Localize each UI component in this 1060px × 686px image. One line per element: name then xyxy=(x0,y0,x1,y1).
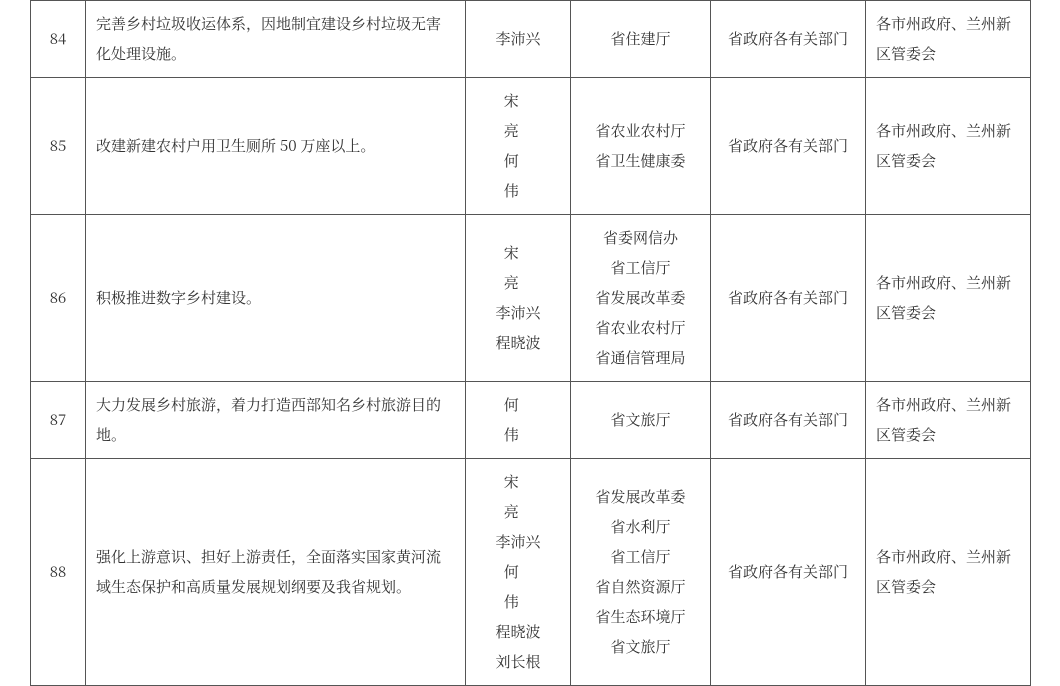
dept-line: 省农业农村厅 xyxy=(581,313,700,343)
local-gov: 各市州政府、兰州新区管委会 xyxy=(866,382,1031,459)
related-dept: 省政府各有关部门 xyxy=(711,215,866,382)
dept-line: 省工信厅 xyxy=(581,253,700,283)
task-text: 强化上游意识、担好上游责任，全面落实国家黄河流域生态保护和高质量发展规划纲要及我… xyxy=(86,459,466,686)
names-cell: 宋 亮李沛兴程晓波 xyxy=(466,215,571,382)
dept-line: 省文旅厅 xyxy=(581,632,700,662)
depts-cell: 省文旅厅 xyxy=(571,382,711,459)
person-name: 宋 亮 xyxy=(476,86,560,146)
person-name: 宋 亮 xyxy=(476,238,560,298)
table-row: 88强化上游意识、担好上游责任，全面落实国家黄河流域生态保护和高质量发展规划纲要… xyxy=(31,459,1031,686)
person-name: 程晓波 xyxy=(476,328,560,358)
table-row: 84完善乡村垃圾收运体系，因地制宜建设乡村垃圾无害化处理设施。李沛兴省住建厅省政… xyxy=(31,1,1031,78)
related-dept: 省政府各有关部门 xyxy=(711,1,866,78)
local-gov: 各市州政府、兰州新区管委会 xyxy=(866,78,1031,215)
dept-line: 省文旅厅 xyxy=(581,405,700,435)
names-cell: 宋 亮李沛兴何 伟程晓波刘长根 xyxy=(466,459,571,686)
table-row: 85改建新建农村户用卫生厕所 50 万座以上。宋 亮何 伟省农业农村厅省卫生健康… xyxy=(31,78,1031,215)
person-name: 宋 亮 xyxy=(476,467,560,527)
dept-line: 省水利厅 xyxy=(581,512,700,542)
names-cell: 宋 亮何 伟 xyxy=(466,78,571,215)
local-gov: 各市州政府、兰州新区管委会 xyxy=(866,215,1031,382)
person-name: 何 伟 xyxy=(476,557,560,617)
local-gov: 各市州政府、兰州新区管委会 xyxy=(866,459,1031,686)
task-text: 完善乡村垃圾收运体系，因地制宜建设乡村垃圾无害化处理设施。 xyxy=(86,1,466,78)
depts-cell: 省发展改革委省水利厅省工信厅省自然资源厅省生态环境厅省文旅厅 xyxy=(571,459,711,686)
dept-line: 省发展改革委 xyxy=(581,482,700,512)
row-index: 85 xyxy=(31,78,86,215)
person-name: 刘长根 xyxy=(476,647,560,677)
row-index: 84 xyxy=(31,1,86,78)
task-text: 大力发展乡村旅游，着力打造西部知名乡村旅游目的地。 xyxy=(86,382,466,459)
related-dept: 省政府各有关部门 xyxy=(711,459,866,686)
person-name: 程晓波 xyxy=(476,617,560,647)
person-name: 李沛兴 xyxy=(476,298,560,328)
dept-line: 省卫生健康委 xyxy=(581,146,700,176)
row-index: 87 xyxy=(31,382,86,459)
dept-line: 省住建厅 xyxy=(581,24,700,54)
depts-cell: 省委网信办省工信厅省发展改革委省农业农村厅省通信管理局 xyxy=(571,215,711,382)
table-row: 86积极推进数字乡村建设。宋 亮李沛兴程晓波省委网信办省工信厅省发展改革委省农业… xyxy=(31,215,1031,382)
dept-line: 省通信管理局 xyxy=(581,343,700,373)
dept-line: 省发展改革委 xyxy=(581,283,700,313)
task-text: 积极推进数字乡村建设。 xyxy=(86,215,466,382)
person-name: 何 伟 xyxy=(476,146,560,206)
related-dept: 省政府各有关部门 xyxy=(711,382,866,459)
depts-cell: 省农业农村厅省卫生健康委 xyxy=(571,78,711,215)
related-dept: 省政府各有关部门 xyxy=(711,78,866,215)
names-cell: 李沛兴 xyxy=(466,1,571,78)
person-name: 李沛兴 xyxy=(476,527,560,557)
dept-line: 省农业农村厅 xyxy=(581,116,700,146)
dept-line: 省工信厅 xyxy=(581,542,700,572)
task-table: 84完善乡村垃圾收运体系，因地制宜建设乡村垃圾无害化处理设施。李沛兴省住建厅省政… xyxy=(30,0,1031,686)
depts-cell: 省住建厅 xyxy=(571,1,711,78)
dept-line: 省生态环境厅 xyxy=(581,602,700,632)
person-name: 何 伟 xyxy=(476,390,560,450)
table-row: 87大力发展乡村旅游，着力打造西部知名乡村旅游目的地。何 伟省文旅厅省政府各有关… xyxy=(31,382,1031,459)
task-text: 改建新建农村户用卫生厕所 50 万座以上。 xyxy=(86,78,466,215)
local-gov: 各市州政府、兰州新区管委会 xyxy=(866,1,1031,78)
names-cell: 何 伟 xyxy=(466,382,571,459)
person-name: 李沛兴 xyxy=(476,24,560,54)
dept-line: 省委网信办 xyxy=(581,223,700,253)
dept-line: 省自然资源厅 xyxy=(581,572,700,602)
row-index: 88 xyxy=(31,459,86,686)
row-index: 86 xyxy=(31,215,86,382)
table-wrap: 84完善乡村垃圾收运体系，因地制宜建设乡村垃圾无害化处理设施。李沛兴省住建厅省政… xyxy=(0,0,1060,686)
